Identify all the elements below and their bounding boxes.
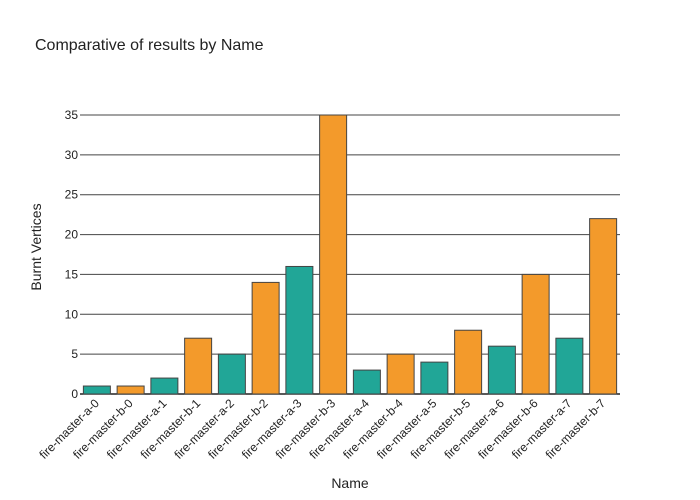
y-tick-label: 35 [65,108,79,122]
bar-fire-master-a-1 [150,377,179,395]
y-tick-label: 15 [65,267,79,281]
y-tick-label: 5 [71,347,78,361]
bar-fire-master-b-6 [521,273,550,395]
bar-fire-master-b-2 [251,281,280,395]
y-tick-label: 20 [65,228,79,242]
x-axis-title: Name [331,475,369,491]
y-tick-label: 10 [65,307,79,321]
x-tick-label: fire-master-b-7 [543,396,609,462]
bar-fire-master-b-7 [589,218,618,395]
bar-fire-master-a-0 [82,385,111,395]
bar-fire-master-a-6 [487,345,516,395]
bar-fire-master-b-0 [116,385,145,395]
y-axis-ticks: 0 5 10 15 20 25 30 35 [65,108,79,401]
bar-fire-master-a-4 [352,369,381,395]
chart-title: Comparative of results by Name [35,37,264,54]
bar-fire-master-a-2 [217,353,246,395]
bar-fire-master-b-1 [184,337,213,395]
y-axis-title: Burnt Vertices [28,203,44,290]
bar-fire-master-b-5 [454,329,483,395]
bar-fire-master-a-3 [285,265,314,395]
x-axis-ticks: fire-master-a-0fire-master-b-0fire-maste… [36,396,608,462]
bars [82,114,618,395]
bar-fire-master-a-7 [555,337,584,395]
bar-fire-master-b-3 [319,114,348,395]
y-tick-label: 25 [65,188,79,202]
y-tick-label: 30 [65,148,79,162]
bar-fire-master-b-4 [386,353,415,395]
bar-fire-master-a-5 [420,361,449,395]
y-tick-label: 0 [71,387,78,401]
